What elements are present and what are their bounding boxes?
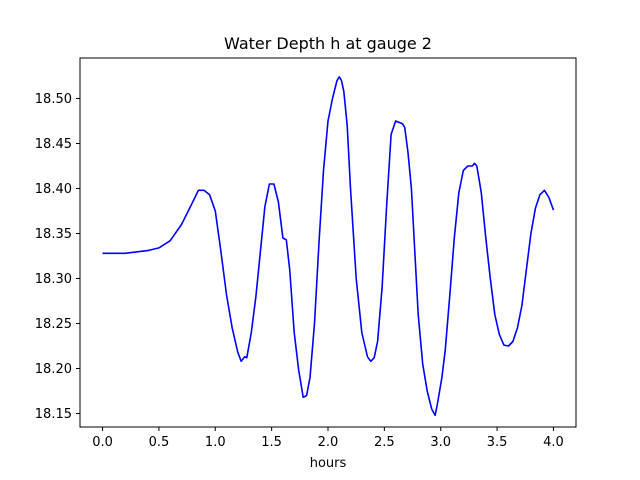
x-tick-label: 2.5	[374, 435, 395, 450]
y-axis: 18.15 18.20 18.25 18.30 18.35 18.40 18.45 18.50	[35, 92, 80, 422]
y-tick-label: 18.35	[35, 227, 72, 242]
y-tick-label: 18.50	[35, 92, 72, 107]
x-tick-label: 1.0	[205, 435, 226, 450]
chart-title: Water Depth h at gauge 2	[224, 34, 432, 53]
series-layer	[102, 76, 555, 417]
x-tick-label: 0.0	[92, 435, 113, 450]
y-tick-label: 18.30	[35, 272, 72, 287]
x-tick-label: 0.5	[149, 435, 170, 450]
y-tick-label: 18.40	[35, 182, 72, 197]
x-axis-label: hours	[310, 456, 347, 471]
x-axis: 0.0 0.5 1.0 1.5 2.0 2.5 3.0 3.5 4.0	[92, 427, 564, 450]
x-tick-label: 4.0	[543, 435, 564, 450]
y-tick-label: 18.45	[35, 137, 72, 152]
plot-area	[80, 58, 576, 427]
series-line	[102, 76, 555, 417]
x-tick-label: 3.5	[487, 435, 508, 450]
y-tick-label: 18.25	[35, 317, 72, 332]
y-tick-label: 18.20	[35, 362, 72, 377]
y-tick-label: 18.15	[35, 407, 72, 422]
x-tick-label: 2.0	[318, 435, 339, 450]
x-tick-label: 3.0	[430, 435, 451, 450]
x-tick-label: 1.5	[261, 435, 282, 450]
